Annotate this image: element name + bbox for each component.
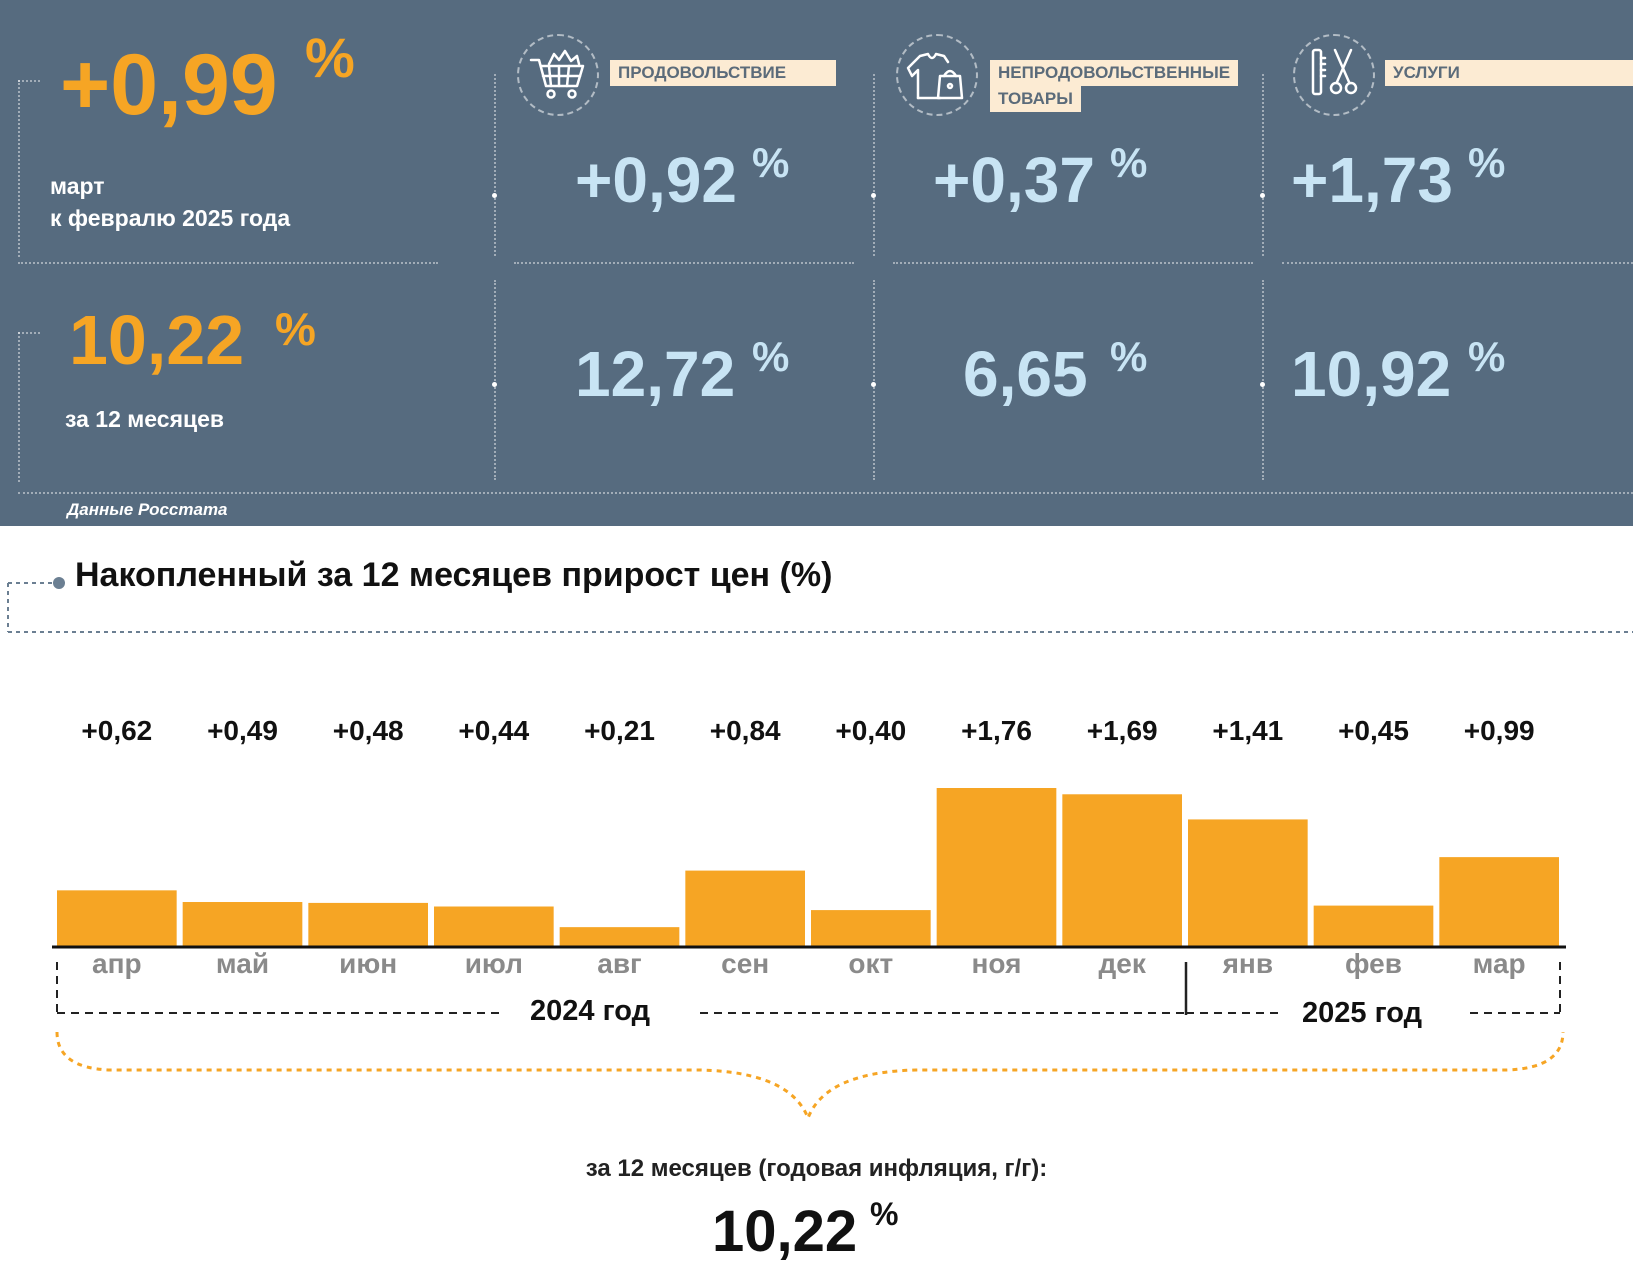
annual-inflation-unit: % bbox=[275, 303, 316, 355]
divider bbox=[514, 262, 854, 264]
clothing-bag-icon bbox=[906, 52, 964, 100]
food-icon-circle bbox=[517, 34, 599, 116]
food-monthly-unit: % bbox=[752, 139, 790, 186]
bullet bbox=[871, 193, 876, 198]
scissors-comb-icon bbox=[1311, 48, 1358, 96]
divider bbox=[1262, 280, 1264, 480]
annual-caption: за 12 месяцев bbox=[65, 406, 225, 432]
bullet bbox=[1260, 193, 1265, 198]
divider bbox=[873, 280, 875, 480]
divider bbox=[18, 80, 20, 257]
category-label-nonfood: НЕПРОДОВОЛЬСТВЕННЫЕ bbox=[990, 60, 1239, 86]
annual-inflation-total: 10,22 bbox=[712, 1199, 858, 1264]
annual-inflation-value: 10,22 bbox=[69, 301, 245, 379]
bullet bbox=[871, 382, 876, 387]
divider bbox=[873, 74, 875, 256]
services-annual-unit: % bbox=[1468, 333, 1506, 380]
divider bbox=[18, 332, 40, 334]
food-annual-value: 12,72 bbox=[575, 338, 736, 410]
divider bbox=[1262, 74, 1264, 256]
shopping-cart-icon bbox=[529, 49, 585, 99]
category-label-nonfood-line2: ТОВАРЫ bbox=[990, 86, 1081, 112]
nonfood-annual-unit: % bbox=[1110, 333, 1148, 380]
divider bbox=[494, 74, 496, 256]
divider bbox=[18, 262, 438, 264]
divider bbox=[893, 262, 1253, 264]
year-label-2025: 2025 год bbox=[1292, 997, 1433, 1030]
nonfood-annual-value: 6,65 bbox=[963, 338, 1088, 410]
chart-title: Накопленный за 12 месяцев прирост цен (%… bbox=[75, 556, 833, 594]
divider bbox=[18, 332, 20, 482]
services-monthly-value: +1,73 bbox=[1291, 144, 1453, 216]
nonfood-icon-circle bbox=[896, 34, 978, 116]
annual-inflation-caption: за 12 месяцев (годовая инфляция, г/г): bbox=[585, 1155, 1048, 1182]
services-annual-value: 10,92 bbox=[1291, 338, 1452, 410]
monthly-caption-line2: к февралю 2025 года bbox=[50, 205, 291, 231]
title-decoration bbox=[7, 577, 1633, 633]
data-source: Данные Росстата bbox=[67, 500, 228, 519]
bullet bbox=[492, 382, 497, 387]
monthly-inflation-unit: % bbox=[305, 26, 355, 89]
divider bbox=[18, 80, 40, 82]
monthly-inflation-value: +0,99 bbox=[60, 37, 278, 133]
bullet bbox=[492, 193, 497, 198]
services-icon-circle bbox=[1293, 34, 1375, 116]
divider bbox=[1282, 262, 1633, 264]
divider bbox=[494, 280, 496, 480]
food-monthly-value: +0,92 bbox=[575, 144, 737, 216]
year-label-2024: 2024 год bbox=[520, 995, 661, 1028]
annual-inflation-total-unit: % bbox=[870, 1196, 899, 1232]
food-annual-unit: % bbox=[752, 333, 790, 380]
nonfood-monthly-value: +0,37 bbox=[933, 144, 1095, 216]
divider bbox=[18, 492, 1633, 494]
services-monthly-unit: % bbox=[1468, 139, 1506, 186]
monthly-caption-line1: март bbox=[50, 173, 105, 199]
bullet bbox=[1260, 382, 1265, 387]
nonfood-monthly-unit: % bbox=[1110, 139, 1148, 186]
category-label-food: ПРОДОВОЛЬСТВИЕ bbox=[610, 60, 836, 86]
category-label-services: УСЛУГИ bbox=[1385, 60, 1633, 86]
summary-panel: +0,99 % март к февралю 2025 года 10,22 %… bbox=[0, 0, 1633, 526]
